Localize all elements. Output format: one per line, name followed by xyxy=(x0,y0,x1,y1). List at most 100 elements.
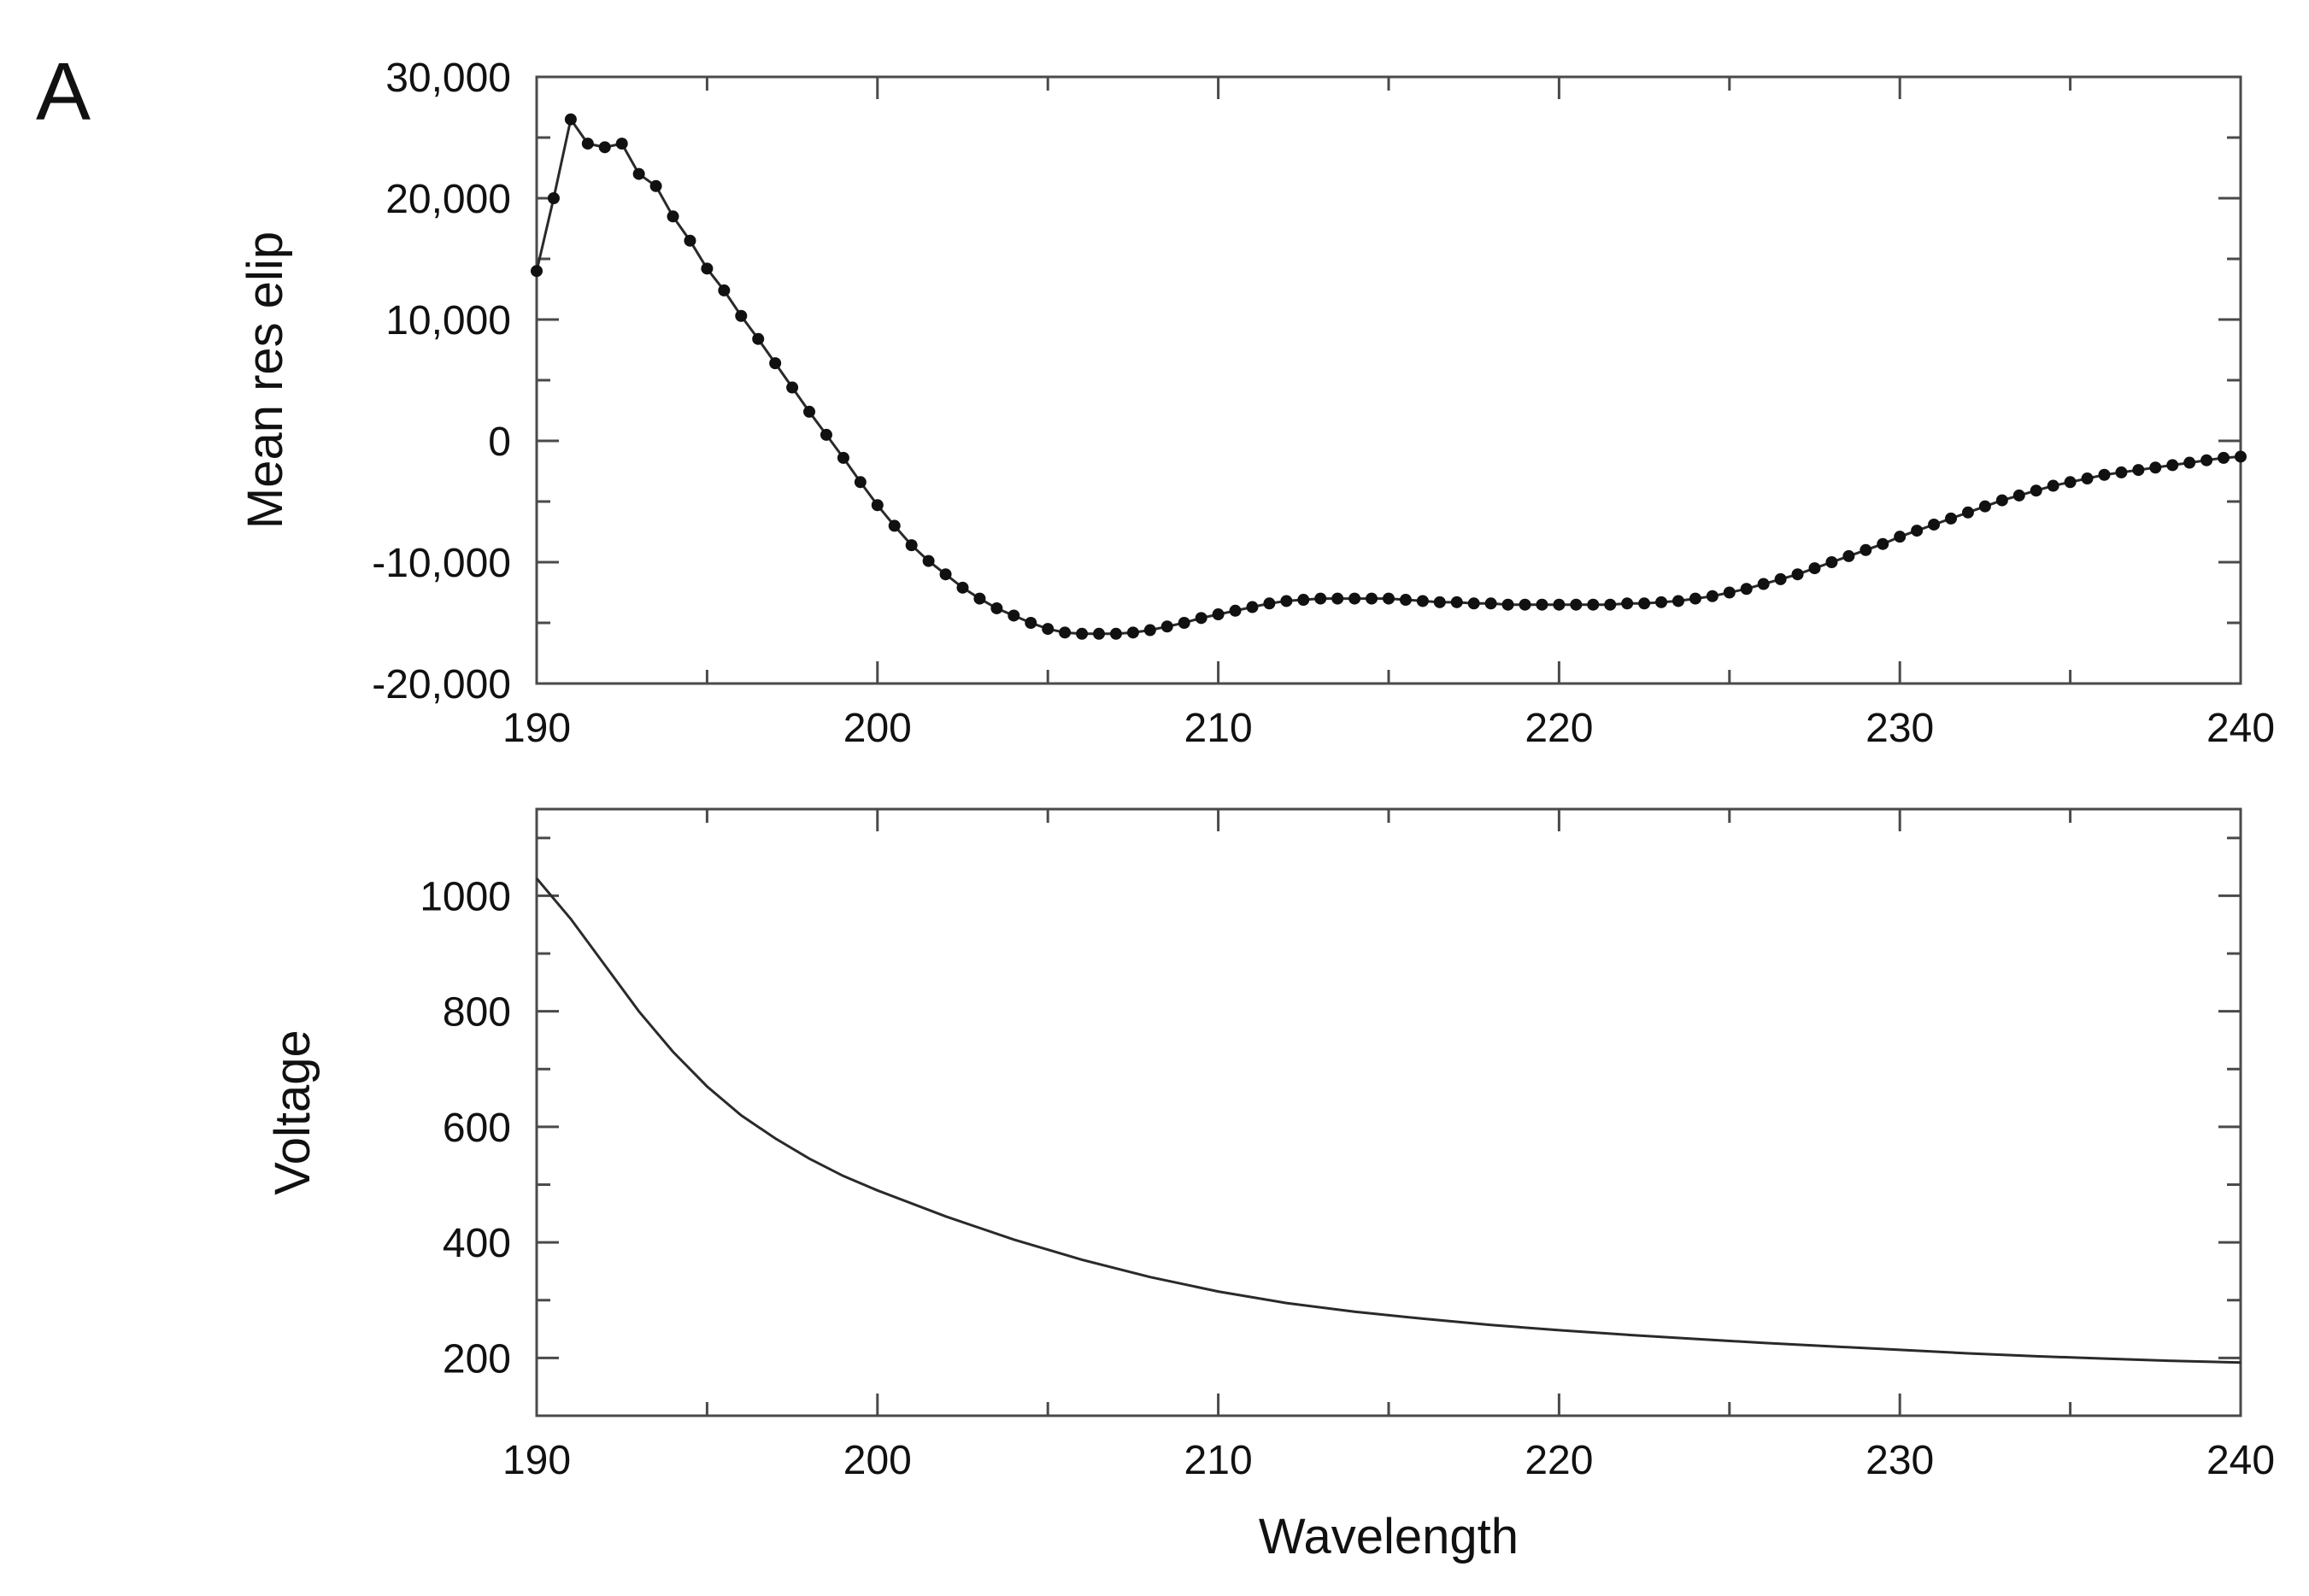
cd-spectrum-data-point xyxy=(1860,543,1872,556)
cd-spectrum-data-point xyxy=(1467,597,1480,610)
cd-spectrum-data-point xyxy=(1587,598,1600,611)
cd-spectrum-data-point xyxy=(1604,598,1617,611)
voltage-plot-area: 190 200 210 220 230 240 1000 800 600 400 200 xyxy=(420,807,2275,1483)
cd-spectrum-data-point xyxy=(871,499,884,512)
cd-spectrum-data-point xyxy=(667,210,679,223)
cd-spectrum-data-point xyxy=(820,428,832,441)
cd-spectrum-data-point xyxy=(1008,609,1020,622)
voltage-x-axis-title: Wavelength xyxy=(1259,1509,1519,1564)
cd-spectrum-data-point xyxy=(1383,592,1395,605)
cd-spectrum-chart: 190 200 210 220 230 240 30,000 20,000 10,000 0 -10… xyxy=(238,56,2275,751)
cd-spectrum-data-point xyxy=(2030,484,2042,497)
cd-spectrum-data-point xyxy=(1655,596,1668,608)
cd-spectrum-data-point xyxy=(1160,620,1173,633)
cd-spectrum-data-point xyxy=(1450,596,1463,608)
cd-spectrum-data-point xyxy=(564,113,577,126)
cd-spectrum-data-point xyxy=(1246,601,1259,613)
cd-spectrum-data-point xyxy=(1774,572,1787,585)
cd-spectrum-x-tick-label: 240 xyxy=(2206,706,2275,751)
cd-spectrum-data-point xyxy=(1877,537,1889,550)
cd-spectrum-y-tick-label: 10,000 xyxy=(385,298,511,343)
cd-spectrum-data-point xyxy=(2218,451,2230,464)
cd-spectrum-data-point xyxy=(2115,466,2128,478)
cd-spectrum-data-point xyxy=(1672,595,1684,607)
cd-spectrum-data-point xyxy=(1109,627,1122,640)
cd-spectrum-data-point xyxy=(786,381,799,394)
cd-spectrum-data-point xyxy=(2012,489,2025,502)
cd-spectrum-x-tick-label: 230 xyxy=(1865,706,1934,751)
cd-spectrum-data-point xyxy=(1945,512,1958,525)
voltage-x-tick-label: 200 xyxy=(843,1438,912,1483)
cd-spectrum-data-point xyxy=(769,357,782,370)
cd-spectrum-data-point xyxy=(905,539,918,552)
cd-spectrum-data-point xyxy=(1911,525,1924,537)
voltage-x-tick-label: 210 xyxy=(1184,1438,1253,1483)
cd-spectrum-y-tick-label: -10,000 xyxy=(372,541,511,586)
voltage-series-line xyxy=(535,877,2241,1364)
cd-spectrum-data-point xyxy=(735,309,748,322)
cd-spectrum-data-point xyxy=(1297,594,1310,607)
cd-spectrum-data-point xyxy=(1348,592,1361,605)
cd-spectrum-data-point xyxy=(1553,598,1566,611)
cd-spectrum-data-point xyxy=(1059,626,1072,639)
cd-spectrum-data-point xyxy=(854,476,867,489)
cd-spectrum-x-tick-label: 190 xyxy=(502,706,571,751)
cd-spectrum-data-point xyxy=(1025,617,1037,629)
cd-spectrum-data-point xyxy=(1366,592,1378,605)
cd-spectrum-data-point xyxy=(1280,595,1293,607)
cd-spectrum-data-point xyxy=(939,568,952,581)
cd-spectrum-data-point xyxy=(922,554,935,567)
voltage-y-axis-title: Voltage xyxy=(265,1030,320,1195)
voltage-chart: 190 200 210 220 230 240 1000 800 600 400 200 Volta… xyxy=(265,807,2275,1564)
cd-spectrum-data-point xyxy=(2064,476,2077,489)
cd-spectrum-data-point xyxy=(2166,459,2179,472)
cd-spectrum-series-line xyxy=(535,116,2241,636)
cd-spectrum-data-point xyxy=(1638,597,1651,610)
cd-spectrum-data-point xyxy=(1894,531,1907,543)
cd-spectrum-data-point xyxy=(956,581,969,594)
cd-spectrum-data-point xyxy=(1212,608,1225,621)
voltage-x-tick-label: 230 xyxy=(1865,1438,1934,1483)
cd-spectrum-data-point xyxy=(2098,468,2111,481)
voltage-y-tick-label: 600 xyxy=(443,1106,511,1151)
cd-spectrum-x-tick-label: 220 xyxy=(1525,706,1593,751)
cd-spectrum-data-point xyxy=(973,592,986,605)
voltage-y-tick-label: 400 xyxy=(443,1221,511,1266)
cd-spectrum-data-point xyxy=(1229,604,1242,617)
cd-spectrum-data-point xyxy=(1195,612,1207,625)
cd-spectrum-data-point xyxy=(1961,506,1974,519)
cd-spectrum-data-point xyxy=(1076,627,1089,640)
cd-spectrum-data-point xyxy=(1093,627,1106,640)
panel-label: A xyxy=(36,46,91,138)
voltage-y-tick-label: 200 xyxy=(443,1336,511,1382)
cd-spectrum-x-tick-label: 210 xyxy=(1184,706,1253,751)
cd-spectrum-data-point xyxy=(1570,598,1583,611)
cd-spectrum-data-point xyxy=(615,138,628,150)
cd-spectrum-data-point xyxy=(1519,598,1531,611)
cd-spectrum-data-point xyxy=(1416,595,1429,607)
cd-spectrum-data-point xyxy=(581,138,594,150)
cd-spectrum-data-point xyxy=(547,192,560,204)
cd-spectrum-data-point xyxy=(1723,586,1736,599)
cd-spectrum-plot-area: 190 200 210 220 230 240 30,000 20,000 10,000 0 -10… xyxy=(372,56,2275,751)
cd-spectrum-data-point xyxy=(701,262,714,275)
cd-spectrum-data-point xyxy=(752,332,765,345)
voltage-x-tick-label: 220 xyxy=(1525,1438,1593,1483)
cd-spectrum-data-point xyxy=(684,234,696,247)
cd-spectrum-data-point xyxy=(1842,549,1855,562)
cd-spectrum-data-point xyxy=(990,601,1003,614)
cd-spectrum-data-point xyxy=(2081,472,2094,485)
cd-spectrum-data-point xyxy=(1263,597,1276,610)
cd-spectrum-data-point xyxy=(1484,597,1497,610)
cd-spectrum-y-tick-label: 0 xyxy=(488,420,511,465)
cd-spectrum-data-point xyxy=(531,265,543,278)
cd-spectrum-data-point xyxy=(1978,500,1991,513)
voltage-plot-frame xyxy=(535,807,2242,1417)
cd-spectrum-data-point xyxy=(2047,479,2059,492)
cd-spectrum-y-tick-label: 30,000 xyxy=(385,56,511,101)
cd-spectrum-plot-frame xyxy=(535,75,2242,685)
cd-spectrum-data-point xyxy=(1791,568,1804,581)
voltage-y-tick-label: 800 xyxy=(443,990,511,1036)
cd-spectrum-data-point xyxy=(2149,461,2162,474)
cd-spectrum-data-point xyxy=(1928,518,1941,531)
